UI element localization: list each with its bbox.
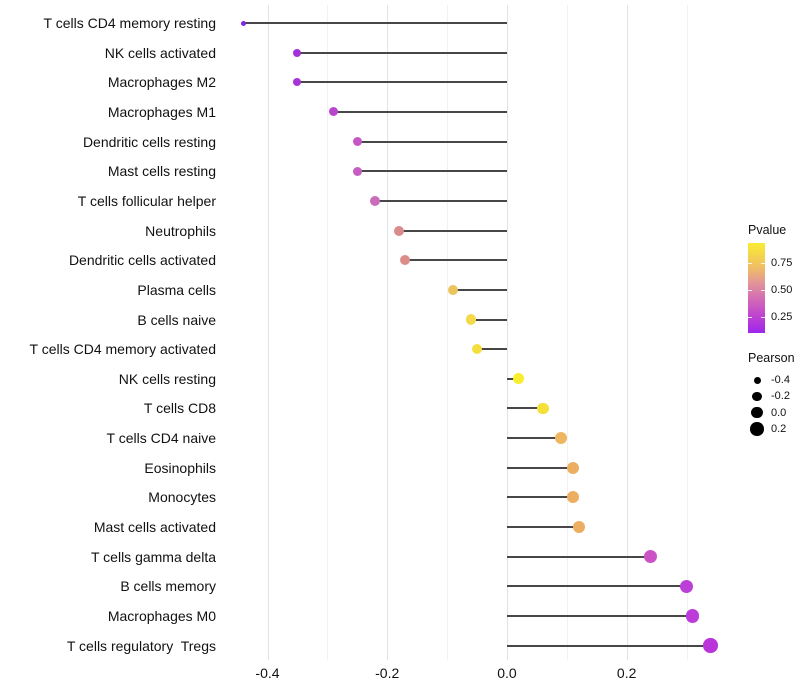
y-axis-label: T cells CD8 <box>143 400 216 417</box>
pearson-legend-dot <box>752 391 762 402</box>
y-axis-label: Macrophages M0 <box>107 608 216 624</box>
lollipop-point <box>293 78 302 87</box>
lollipop-point <box>328 107 338 117</box>
lollipop-point <box>513 373 525 385</box>
pvalue-colorbar-tick-left <box>748 263 752 265</box>
lollipop-point <box>537 402 549 415</box>
lollipop-point <box>566 491 579 504</box>
pearson-legend-dot <box>751 406 763 419</box>
lollipop-stem <box>297 81 507 84</box>
gridline-major <box>626 5 628 660</box>
lollipop-point <box>703 638 718 653</box>
lollipop-point <box>241 20 247 26</box>
x-axis-tick-label: -0.4 <box>255 665 280 681</box>
y-axis-label: Neutrophils <box>145 222 216 239</box>
lollipop-stem <box>405 259 507 262</box>
y-axis-label: Dendritic cells activated <box>68 252 216 269</box>
gridline-major <box>506 5 508 660</box>
lollipop-point <box>554 432 567 445</box>
y-axis-label: T cells regulatory Tregs <box>66 637 216 654</box>
pvalue-colorbar-tick-right <box>761 316 765 318</box>
y-axis-label: Mast cells activated <box>93 519 216 536</box>
y-axis-label: T cells CD4 memory resting <box>43 15 216 31</box>
lollipop-point <box>352 136 363 147</box>
pearson-legend-label: -0.4 <box>771 374 790 386</box>
y-axis-label: NK cells resting <box>118 370 216 387</box>
lollipop-stem <box>243 22 507 24</box>
y-axis-label: B cells naive <box>137 311 216 328</box>
y-axis-label: Eosinophils <box>144 459 216 476</box>
y-axis-label: Monocytes <box>148 489 216 506</box>
y-axis-label: T cells gamma delta <box>90 548 216 565</box>
lollipop-stem <box>357 140 507 143</box>
y-axis-label: NK cells activated <box>104 44 216 61</box>
lollipop-stem <box>506 437 561 440</box>
lollipop-stem <box>471 318 507 321</box>
pvalue-colorbar-tick-left <box>748 290 752 292</box>
lollipop-point <box>370 195 381 206</box>
lollipop-point <box>644 550 658 564</box>
lollipop-stem <box>506 377 519 380</box>
pearson-legend-title: Pearson <box>748 351 795 365</box>
lollipop-point <box>572 521 585 534</box>
lollipop-stem <box>297 51 507 54</box>
lollipop-point <box>471 343 483 355</box>
lollipop-stem <box>453 288 507 291</box>
pvalue-colorbar-tick-left <box>748 316 752 318</box>
lollipop-point <box>352 166 363 176</box>
lollipop-stem <box>357 170 507 173</box>
gridline-minor <box>447 5 449 660</box>
y-axis-label: B cells memory <box>120 578 216 595</box>
lollipop-point <box>293 48 302 57</box>
lollipop-point <box>679 579 694 594</box>
lollipop-stem <box>477 348 507 351</box>
y-axis-label: Mast cells resting <box>107 163 216 180</box>
lollipop-point <box>400 255 411 266</box>
pearson-legend-label: -0.2 <box>771 390 790 403</box>
pearson-legend-label: 0.0 <box>771 406 787 419</box>
gridline-major <box>387 5 389 660</box>
y-axis-label: Macrophages M1 <box>107 103 216 120</box>
lollipop-stem <box>506 585 687 588</box>
pearson-legend-dot <box>753 376 761 384</box>
lollipop-stem <box>399 229 507 232</box>
lollipop-stem <box>506 644 711 647</box>
pvalue-legend-title: Pvalue <box>748 223 787 237</box>
y-axis-label: Plasma cells <box>137 281 216 298</box>
lollipop-stem <box>333 110 507 113</box>
lollipop-stem <box>506 407 543 410</box>
gridline-major <box>267 5 269 660</box>
pvalue-tick-label: 0.25 <box>771 310 793 323</box>
lollipop-point <box>566 461 579 474</box>
gridline-minor <box>566 5 568 660</box>
lollipop-stem <box>506 526 579 529</box>
lollipop-stem <box>506 466 573 469</box>
lollipop-stem <box>375 199 507 202</box>
pearson-legend-dot <box>750 422 764 436</box>
y-axis-label: T cells follicular helper <box>77 192 216 209</box>
lollipop-stem <box>506 496 573 499</box>
pvalue-tick-label: 0.50 <box>771 284 793 297</box>
lollipop-point <box>447 284 459 296</box>
y-axis-label: T cells CD4 memory activated <box>29 341 216 358</box>
y-axis-label: T cells CD4 naive <box>106 430 216 447</box>
y-axis-label: Macrophages M2 <box>107 74 216 91</box>
lollipop-point <box>685 609 700 623</box>
x-axis-tick-label: 0.2 <box>616 665 637 681</box>
pearson-legend-label: 0.2 <box>771 422 787 435</box>
pvalue-colorbar-tick-right <box>761 290 765 292</box>
pvalue-colorbar-tick-right <box>761 263 765 265</box>
lollipop-stem <box>506 615 693 617</box>
x-axis-tick-label: -0.2 <box>375 665 400 681</box>
y-axis-label: Dendritic cells resting <box>82 133 216 150</box>
gridline-minor <box>686 5 688 660</box>
lollipop-stem <box>506 555 651 558</box>
x-axis-tick-label: 0.0 <box>497 665 517 681</box>
gridline-minor <box>327 5 329 660</box>
lollipop-point <box>465 314 477 325</box>
lollipop-point <box>394 225 405 236</box>
pvalue-tick-label: 0.75 <box>771 257 793 270</box>
pvalue-colorbar <box>748 243 765 333</box>
